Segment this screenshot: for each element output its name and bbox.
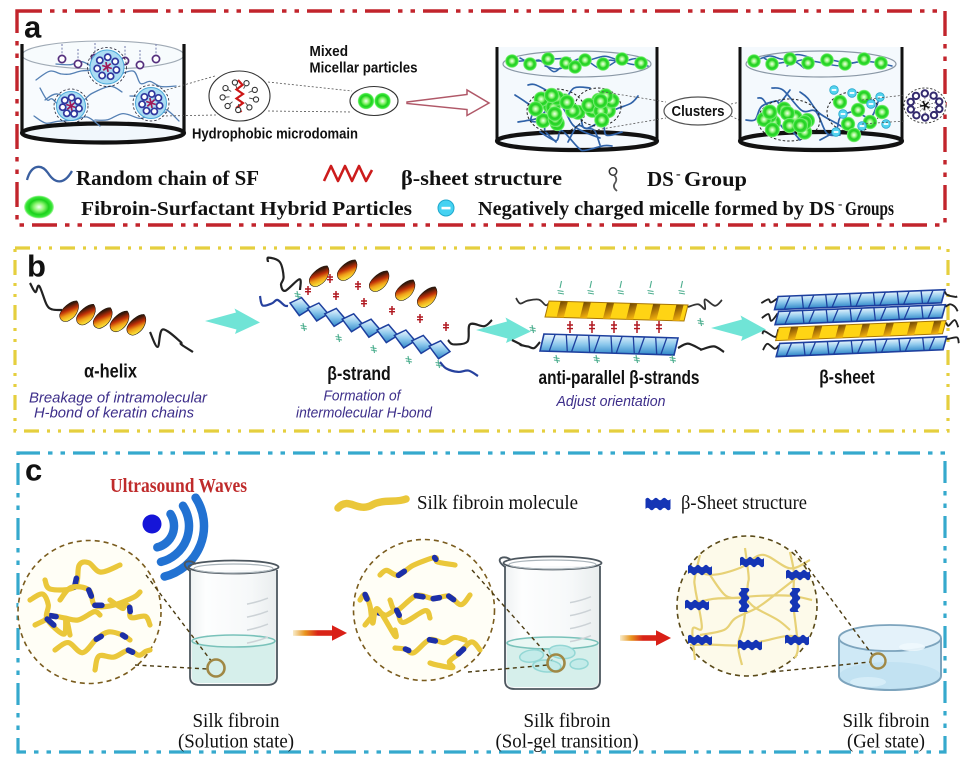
svg-text:Adjust orientation: Adjust orientation bbox=[556, 393, 666, 410]
svg-text:Silk fibroin: Silk fibroin bbox=[843, 710, 930, 732]
svg-text:b: b bbox=[27, 249, 46, 284]
svg-text:Ultrasound Waves: Ultrasound Waves bbox=[110, 475, 247, 497]
svg-text:Formation of: Formation of bbox=[324, 388, 403, 405]
svg-text:Silk fibroin: Silk fibroin bbox=[524, 710, 611, 732]
svg-text:β-sheet: β-sheet bbox=[819, 368, 875, 389]
svg-text:β-strand: β-strand bbox=[327, 364, 391, 385]
svg-text:Silk fibroin molecule: Silk fibroin molecule bbox=[417, 492, 578, 514]
svg-text:-: - bbox=[676, 167, 681, 182]
svg-text:α-helix: α-helix bbox=[84, 362, 137, 383]
svg-text:Group: Group bbox=[684, 167, 747, 191]
svg-text:Hydrophobic microdomain: Hydrophobic microdomain bbox=[192, 126, 358, 143]
svg-text:-: - bbox=[838, 196, 842, 211]
svg-text:β-sheet structure: β-sheet structure bbox=[401, 166, 562, 190]
svg-text:β-Sheet structure: β-Sheet structure bbox=[681, 492, 807, 514]
svg-text:Mixed: Mixed bbox=[310, 43, 349, 60]
svg-text:Fibroin-Surfactant Hybrid Part: Fibroin-Surfactant Hybrid Particles bbox=[81, 198, 412, 220]
svg-text:Groups: Groups bbox=[845, 199, 894, 220]
svg-text:Breakage of intramolecular: Breakage of intramolecular bbox=[29, 390, 208, 407]
svg-text:anti-parallel β-strands: anti-parallel β-strands bbox=[539, 368, 700, 389]
svg-text:c: c bbox=[25, 453, 42, 488]
svg-text:DS: DS bbox=[647, 167, 674, 191]
svg-text:Negatively charged micelle for: Negatively charged micelle formed by DS bbox=[478, 199, 835, 220]
svg-text:intermolecular H-bond: intermolecular H-bond bbox=[296, 405, 433, 422]
svg-text:Random chain of SF: Random chain of SF bbox=[76, 166, 259, 190]
svg-text:(Solution state): (Solution state) bbox=[178, 731, 294, 753]
svg-text:Silk fibroin: Silk fibroin bbox=[193, 710, 280, 732]
svg-text:(Sol-gel transition): (Sol-gel transition) bbox=[496, 731, 639, 753]
svg-text:a: a bbox=[24, 10, 42, 45]
svg-text:Micellar particles: Micellar particles bbox=[310, 60, 418, 77]
svg-text:H-bond of keratin chains: H-bond of keratin chains bbox=[34, 405, 194, 422]
svg-text:(Gel state): (Gel state) bbox=[847, 731, 925, 753]
svg-text:Clusters: Clusters bbox=[672, 104, 725, 120]
